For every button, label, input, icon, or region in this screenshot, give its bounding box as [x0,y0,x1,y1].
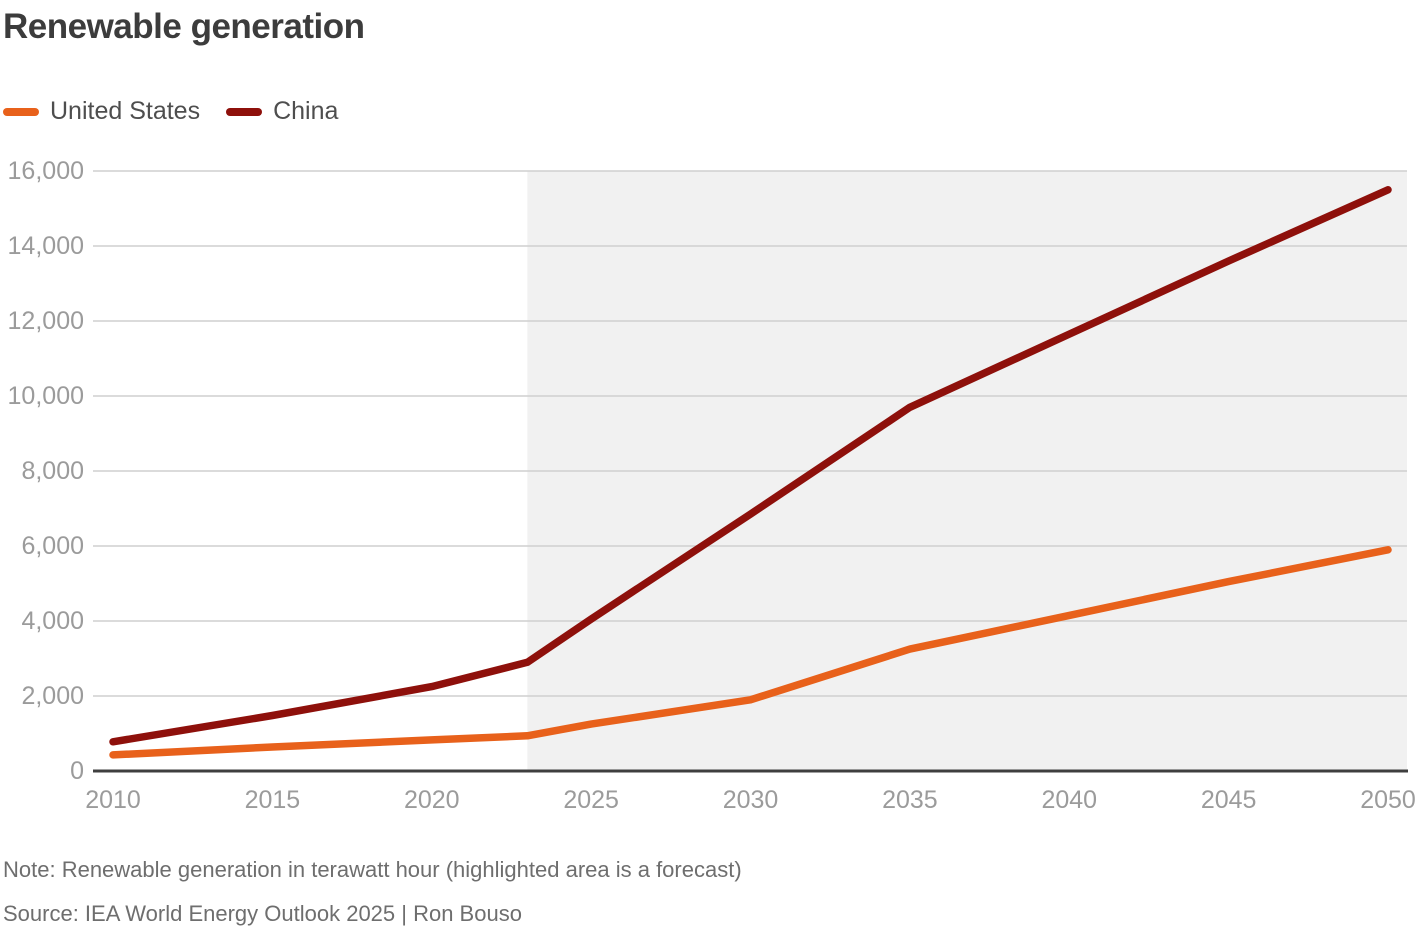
y-tick-label: 2,000 [21,682,84,710]
x-tick-label: 2025 [563,786,619,814]
y-tick-label: 6,000 [21,532,84,560]
legend-item-united-states: United States [3,97,200,126]
x-tick-label: 2045 [1201,786,1257,814]
x-tick-label: 2010 [85,786,141,814]
china-legend-swatch [226,107,263,116]
x-tick-label: 2040 [1041,786,1097,814]
y-tick-label: 16,000 [8,157,84,185]
y-tick-label: 4,000 [21,607,84,635]
x-tick-label: 2035 [882,786,938,814]
y-tick-label: 12,000 [8,307,84,335]
x-tick-label: 2020 [404,786,460,814]
legend-item-china: China [226,97,338,126]
y-tick-label: 8,000 [21,457,84,485]
chart-source: Source: IEA World Energy Outlook 2025 | … [3,901,522,926]
chart-title: Renewable generation [3,7,365,46]
x-tick-label: 2015 [245,786,301,814]
x-tick-label: 2050 [1360,786,1416,814]
y-tick-label: 14,000 [8,232,84,260]
y-tick-label: 10,000 [8,382,84,410]
y-tick-label: 0 [70,757,84,785]
china-legend-label: China [273,97,339,125]
us-legend-swatch [3,107,39,116]
legend: United States China [3,97,338,126]
us-legend-label: United States [50,97,201,125]
chart-note: Note: Renewable generation in terawatt h… [3,857,742,882]
china-line [109,186,1392,746]
us-line [109,546,1392,759]
x-tick-label: 2030 [723,786,779,814]
